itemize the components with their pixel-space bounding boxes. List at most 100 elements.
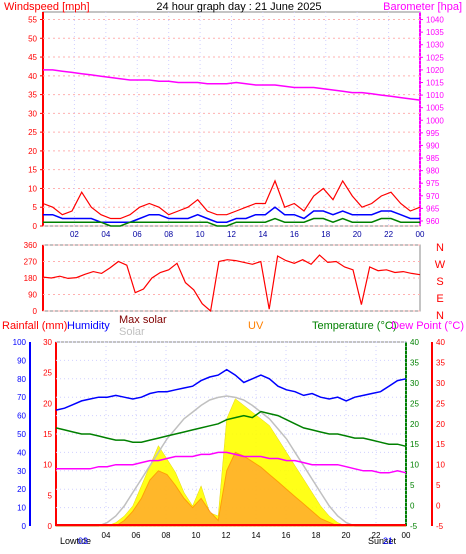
hour-tick-label: 22: [384, 230, 393, 239]
dewpoint-tick-label: 5: [436, 481, 441, 490]
rainfall-tick-label: 10: [43, 461, 52, 470]
dewpoint-tick-label: 30: [436, 379, 445, 388]
windspeed-tick-label: 15: [28, 166, 37, 175]
compass-label: W: [435, 259, 446, 271]
rainfall-tick-label: 25: [43, 369, 52, 378]
barometer-axis-title: Barometer [hpa]: [383, 1, 462, 13]
series-wind-direction-average: [43, 217, 420, 227]
windspeed-tick-label: 20: [28, 147, 37, 156]
dewpoint-tick-label: 15: [436, 440, 445, 449]
hour-tick-label: 06: [132, 531, 141, 540]
hour-tick-label: 14: [252, 531, 261, 540]
windspeed-tick-label: 45: [28, 53, 37, 62]
hour-tick-label: 16: [282, 531, 291, 540]
humidity-tick-label: 40: [17, 448, 26, 457]
barometer-tick-label: 965: [426, 204, 440, 213]
temperature-tick-label: 25: [410, 399, 419, 408]
barometer-tick-label: 970: [426, 192, 440, 201]
temperature-tick-label: 40: [410, 338, 419, 347]
hour-tick-label: 08: [164, 230, 173, 239]
series-wind-direction: [42, 254, 421, 313]
sunset-label: Sunset: [368, 536, 397, 546]
barometer-tick-label: 975: [426, 179, 440, 188]
hour-tick-label: 10: [196, 230, 205, 239]
hour-tick-label: 12: [222, 531, 231, 540]
series-barometer: [43, 69, 421, 101]
max-solar-legend: Max solar: [119, 314, 167, 326]
hour-tick-label: 20: [353, 230, 362, 239]
barometer-tick-label: 1015: [426, 78, 444, 87]
temperature-axis-title: Temperature (°C): [312, 320, 396, 332]
humidity-axis-title: Humidity: [67, 320, 110, 332]
compass-label: S: [436, 276, 443, 288]
hour-tick-label: 16: [290, 230, 299, 239]
temperature-tick-label: 15: [410, 440, 419, 449]
wind-plot-area: [42, 11, 421, 227]
temperature-tick-label: 10: [410, 461, 419, 470]
temperature-tick-label: 35: [410, 358, 419, 367]
humidity-tick-label: 50: [17, 430, 26, 439]
direction-tick-label: 360: [24, 241, 38, 250]
dewpoint-tick-label: 35: [436, 358, 445, 367]
rainfall-tick-label: 20: [43, 399, 52, 408]
humidity-tick-label: 80: [17, 375, 26, 384]
barometer-tick-label: 990: [426, 141, 440, 150]
barometer-tick-label: 1035: [426, 28, 444, 37]
humidity-tick-label: 30: [17, 467, 26, 476]
hour-tick-label: 02: [70, 230, 79, 239]
barometer-tick-label: 960: [426, 217, 440, 226]
direction-tick-label: 90: [28, 291, 37, 300]
humidity-tick-label: 10: [17, 504, 26, 513]
series-dew-point: [56, 451, 407, 474]
hour-tick-label: 10: [192, 531, 201, 540]
rainfall-tick-label: 15: [43, 430, 52, 439]
barometer-tick-label: 995: [426, 129, 440, 138]
windspeed-tick-label: 50: [28, 34, 37, 43]
windspeed-tick-label: 55: [28, 16, 37, 25]
temperature-tick-label: 0: [410, 502, 415, 511]
barometer-tick-label: 1005: [426, 104, 444, 113]
dewpoint-tick-label: 40: [436, 338, 445, 347]
dewpoint-tick-label: -5: [436, 522, 444, 531]
windspeed-tick-label: 0: [33, 222, 38, 231]
series-windspeed-average: [43, 206, 420, 223]
wind-barometer-panel: Windspeed [mph] 24 hour graph day : 21 J…: [4, 1, 462, 239]
windspeed-axis-title: Windspeed [mph]: [4, 1, 90, 13]
compass-label: N: [436, 242, 444, 254]
barometer-tick-label: 980: [426, 167, 440, 176]
windspeed-tick-label: 40: [28, 72, 37, 81]
uv-legend: UV: [248, 320, 264, 332]
hour-tick-label: 04: [102, 531, 111, 540]
hour-tick-label: 06: [133, 230, 142, 239]
barometer-tick-label: 1025: [426, 53, 444, 62]
humidity-tick-label: 70: [17, 393, 26, 402]
series-windspeed-gust: [42, 179, 421, 220]
direction-tick-label: 270: [24, 258, 38, 267]
windspeed-tick-label: 35: [28, 91, 37, 100]
temperature-tick-label: 30: [410, 379, 419, 388]
chart-title: 24 hour graph day : 21 June 2025: [156, 1, 321, 13]
barometer-tick-label: 1010: [426, 91, 444, 100]
series-max-solar: [56, 395, 406, 527]
humidity-tick-label: 90: [17, 356, 26, 365]
dewpoint-tick-label: 20: [436, 420, 445, 429]
windspeed-tick-label: 10: [28, 184, 37, 193]
compass-label: E: [436, 293, 443, 305]
barometer-tick-label: 1040: [426, 16, 444, 25]
hour-tick-label: 04: [101, 230, 110, 239]
barometer-tick-label: 1000: [426, 116, 444, 125]
barometer-tick-label: 1030: [426, 41, 444, 50]
humidity-tick-label: 100: [13, 338, 27, 347]
sunset-time: 21: [383, 536, 393, 546]
temperature-tick-label: 5: [410, 481, 415, 490]
climate-panel: Rainfall (mm) Humidity Max solar Solar U…: [2, 314, 464, 546]
hour-tick-label: 20: [342, 531, 351, 540]
lowtide-time: 03: [78, 536, 88, 546]
hour-tick-label: 12: [227, 230, 236, 239]
barometer-tick-label: 985: [426, 154, 440, 163]
direction-tick-label: 180: [24, 274, 38, 283]
humidity-tick-label: 60: [17, 412, 26, 421]
windspeed-tick-label: 5: [33, 203, 38, 212]
